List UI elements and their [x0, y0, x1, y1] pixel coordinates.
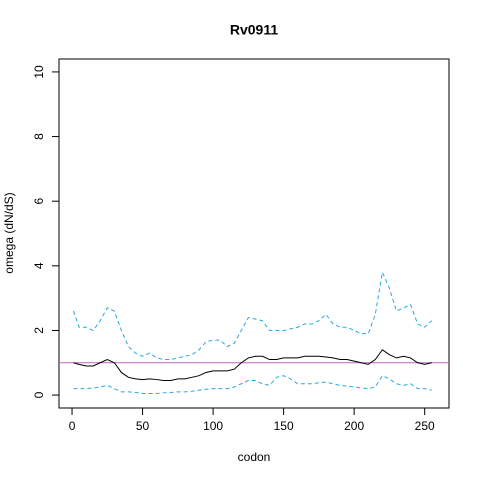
y-axis-label: omega (dN/dS)	[2, 192, 16, 273]
series-line	[73, 375, 432, 394]
y-tick-label: 4	[32, 262, 46, 269]
y-tick-label: 0	[32, 391, 46, 398]
x-tick-label: 50	[136, 419, 150, 433]
chart-title: Rv0911	[230, 22, 278, 38]
plot-box	[58, 58, 450, 409]
y-tick-label: 8	[32, 133, 46, 140]
series-line	[73, 349, 432, 382]
y-tick-label: 6	[32, 198, 46, 205]
x-tick-label: 0	[69, 419, 76, 433]
y-tick-label: 2	[32, 327, 46, 334]
x-axis-label: codon	[238, 450, 271, 464]
series-line	[72, 270, 433, 361]
y-tick-label: 10	[32, 65, 46, 79]
x-tick-label: 100	[203, 419, 223, 433]
x-tick-label: 150	[274, 419, 294, 433]
x-tick-label: 200	[344, 419, 364, 433]
x-tick-label: 250	[415, 419, 435, 433]
